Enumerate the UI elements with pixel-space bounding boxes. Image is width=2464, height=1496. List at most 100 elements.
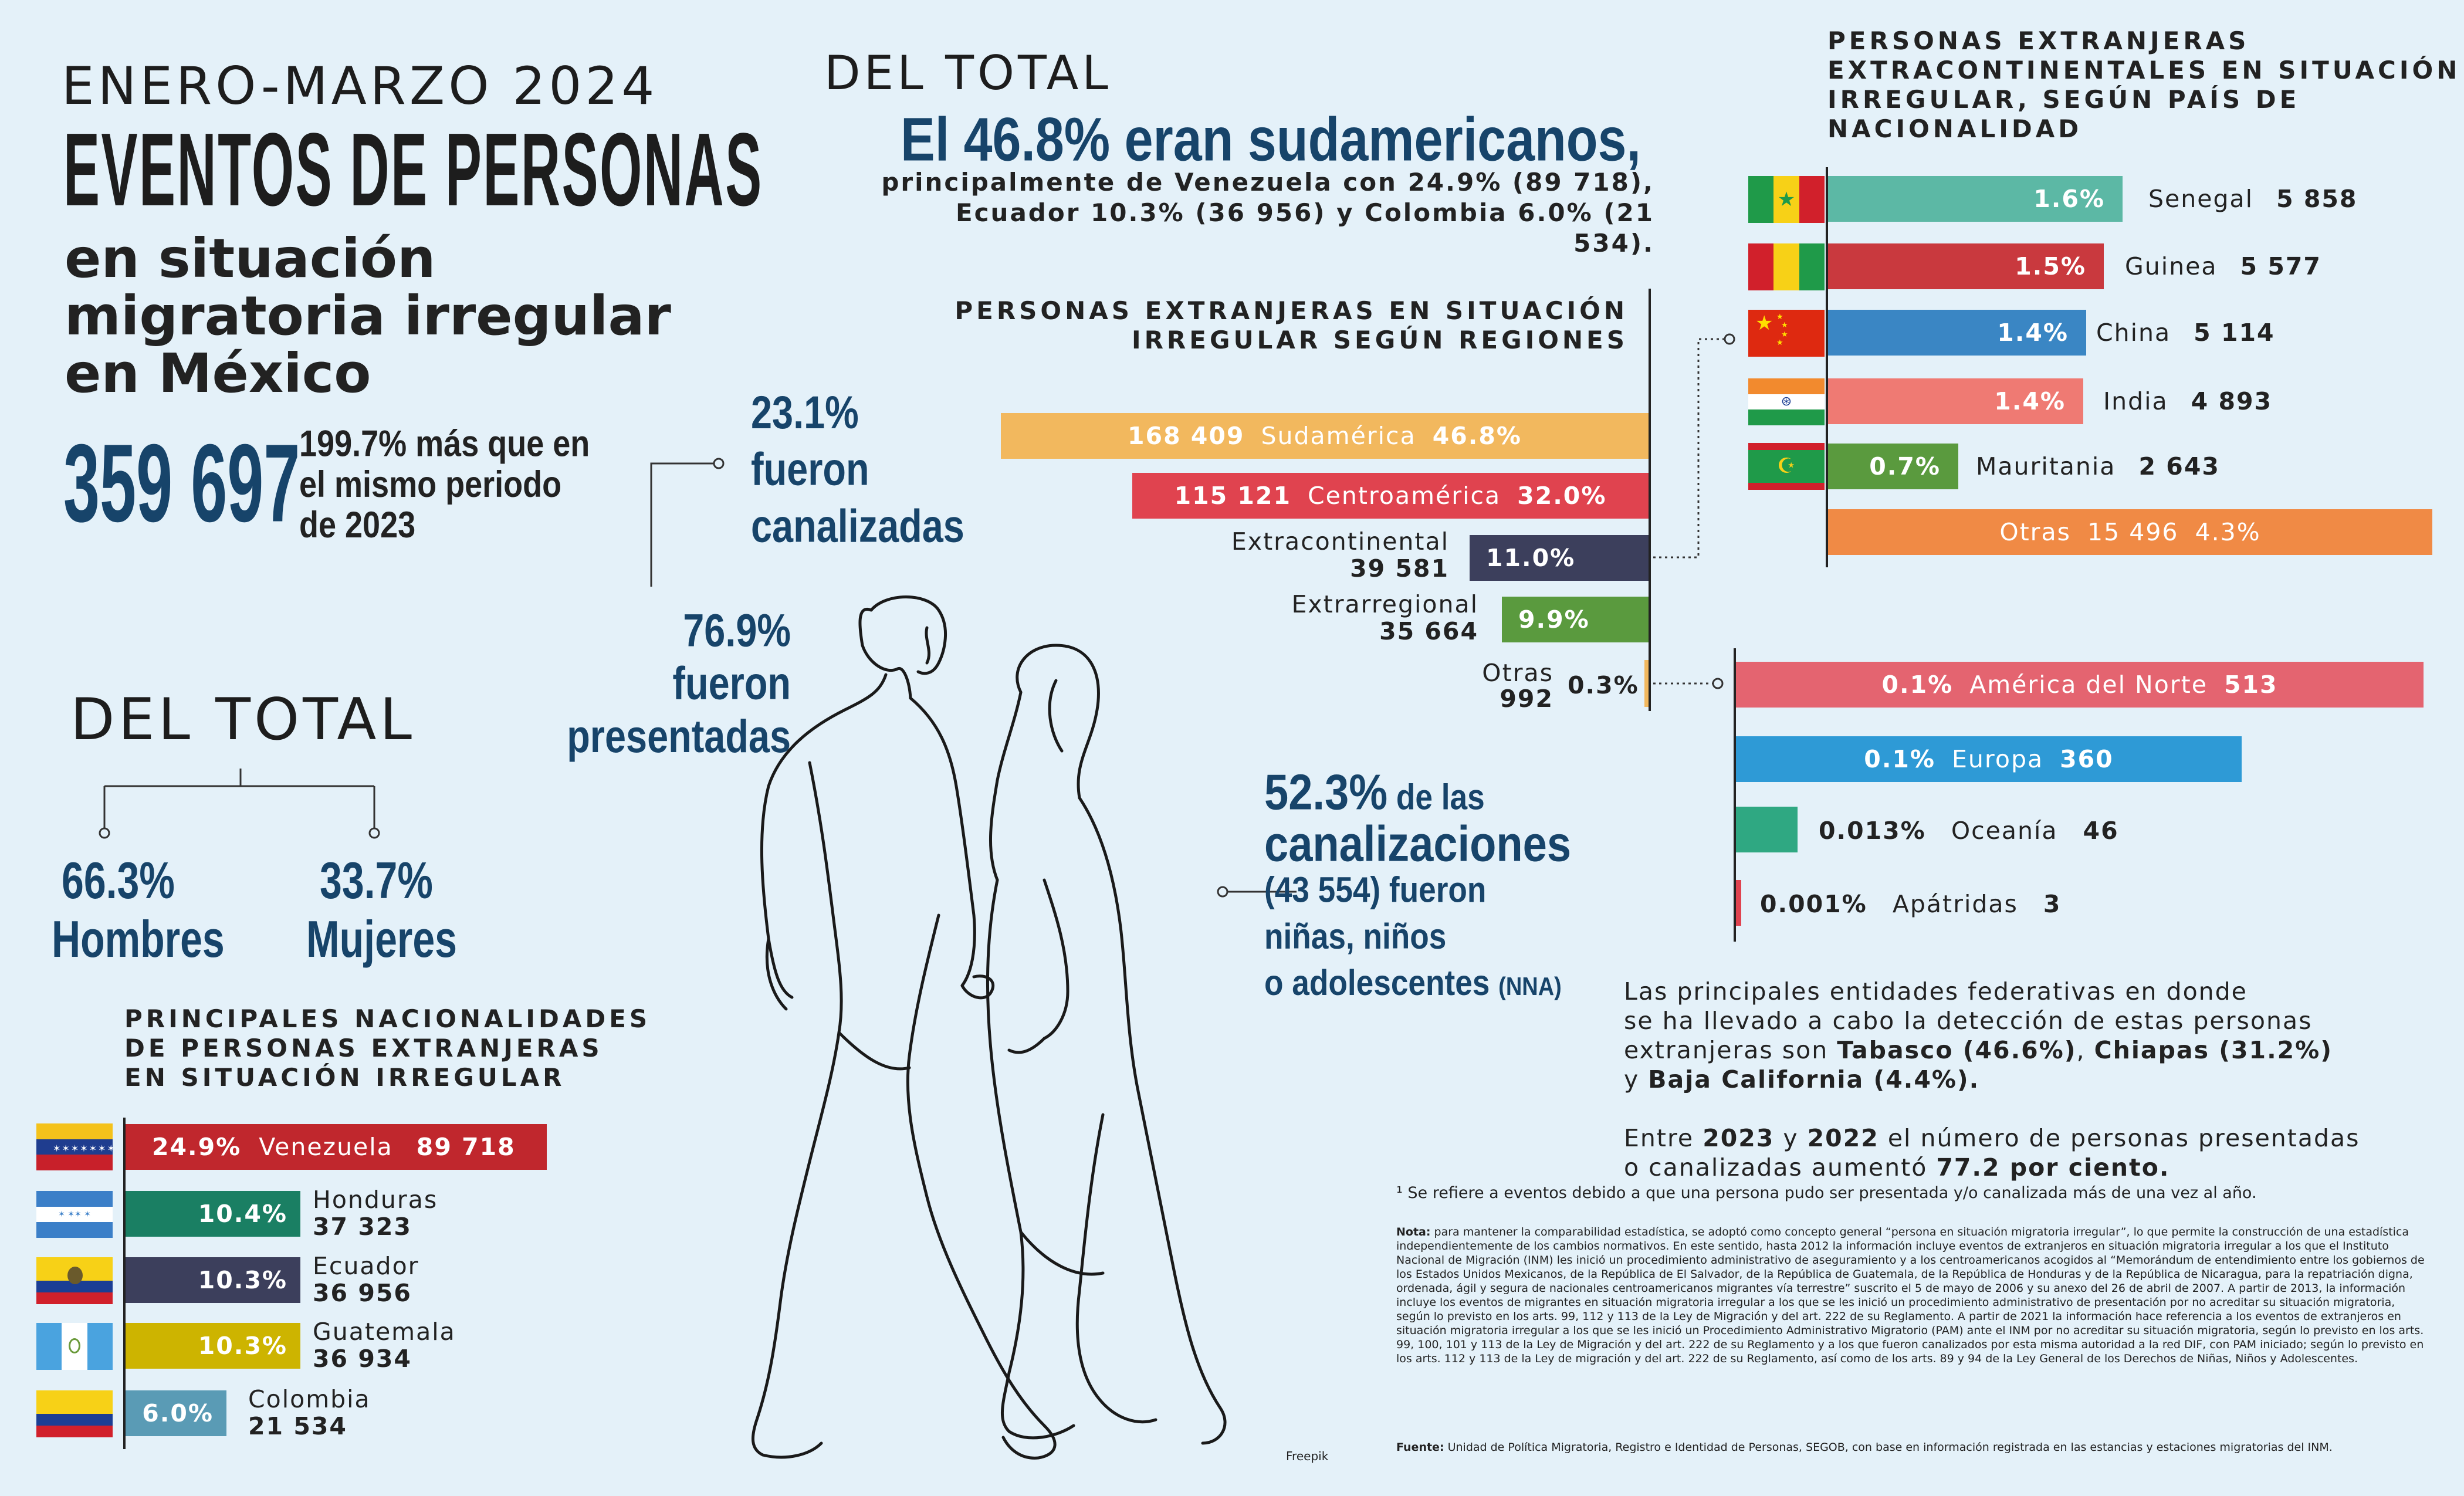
canalizadas-block: 23.1% fueron canalizadas xyxy=(751,384,964,554)
nationality-name: Honduras xyxy=(313,1186,438,1214)
nationality-bar-ecuador: 10.3% xyxy=(126,1257,300,1303)
nationality-pct: 6.0% xyxy=(142,1399,214,1427)
fuente-label: Fuente: xyxy=(1396,1441,1444,1454)
nota-label: Nota: xyxy=(1396,1226,1431,1238)
regions-heading-2: IRREGULAR SEGÚN REGIONES xyxy=(1131,326,1628,354)
others-pct: 0.1% xyxy=(1881,671,1954,699)
fuente-text: Unidad de Política Migratoria, Registro … xyxy=(1447,1441,2333,1454)
others-name: Oceanía xyxy=(1951,817,2058,845)
extracontinental-pct: 1.5% xyxy=(2015,252,2086,280)
nationality-value: 36 934 xyxy=(313,1345,412,1373)
summary-detail: principalmente de Venezuela con 24.9% (8… xyxy=(868,167,1654,259)
entity-chiapas: Chiapas (31.2%) xyxy=(2094,1036,2333,1064)
growth-line-1: 199.7% más que en xyxy=(299,422,590,465)
growth-year-2022: 2022 xyxy=(1807,1124,1879,1152)
region-bar-extrarregional: 9.9% xyxy=(1502,597,1649,642)
entity-baja-california: Baja California (4.4%) xyxy=(1648,1065,1969,1094)
extracontinental-label-guinea: Guinea 5 577 xyxy=(2125,252,2321,280)
canalizadas-line-1: fueron xyxy=(751,444,869,496)
region-pct: 11.0% xyxy=(1486,544,1576,572)
nationality-pct: 10.4% xyxy=(198,1200,287,1228)
nota-text: para mantener la comparabilidad estadíst… xyxy=(1396,1226,2425,1365)
nationality-name: Colombia xyxy=(248,1385,371,1413)
nationality-bar-guatemala: 10.3% xyxy=(126,1323,300,1369)
nationality-bar-honduras: 10.4% xyxy=(126,1191,300,1237)
entities-line-3-text: extranjeras son xyxy=(1624,1036,1837,1064)
summary-headline: El 46.8% eran sudamericanos, xyxy=(901,104,1641,174)
region-pct-otras: 0.3% xyxy=(1568,671,1639,699)
ecuador-flag xyxy=(36,1257,113,1304)
others-pct: 0.013% xyxy=(1819,817,1926,845)
total-events: 359 697 xyxy=(63,421,300,546)
extracontinental-label-mauritania: Mauritania 2 643 xyxy=(1976,452,2220,480)
nationalities-heading: PRINCIPALES NACIONALIDADES DE PERSONAS E… xyxy=(124,1004,651,1092)
others-name: Europa xyxy=(1952,745,2044,773)
entities-separator: , xyxy=(2076,1036,2094,1064)
extracontinental-axis xyxy=(1826,167,1828,567)
others-pct: 0.001% xyxy=(1760,890,1867,918)
presentadas-pct: 76.9% xyxy=(683,605,791,657)
growth-line-3: de 2023 xyxy=(299,504,416,546)
men-label: Hombres xyxy=(52,910,225,968)
extracontinental-pct: 1.6% xyxy=(2033,185,2105,213)
period-label: ENERO-MARZO 2024 xyxy=(62,56,658,116)
entities-line-1: Las principales entidades federativas en… xyxy=(1624,977,2248,1006)
venezuela-flag: ✶✶✶✶✶✶✶ xyxy=(36,1123,113,1170)
presentadas-line-1: fueron xyxy=(672,658,791,710)
region-bar-extracontinental: 11.0% xyxy=(1470,535,1649,581)
footnote: ¹ Se refiere a eventos debido a que una … xyxy=(1396,1184,2257,1202)
extracontinental-bar-china: 1.4% xyxy=(1828,310,2086,356)
regions-axis xyxy=(1649,289,1651,711)
region-bar-sudamerica: 168 409 Sudamérica 46.8% xyxy=(1001,413,1649,459)
others-name: Apátridas xyxy=(1892,890,2018,918)
region-label-extracontinental: Extracontinental 39 581 xyxy=(1156,528,1449,582)
summary-detail-1: principalmente de Venezuela con 24.9% (8… xyxy=(881,168,1654,197)
growth-paragraph: Entre 2023 y 2022 el número de personas … xyxy=(1624,1123,2360,1182)
nationality-value: 21 534 xyxy=(248,1412,347,1440)
region-bar-centroamerica: 115 121 Centroamérica 32.0% xyxy=(1132,473,1649,519)
extracontinental-name: Guinea xyxy=(2125,252,2218,280)
extracontinental-value: 2 643 xyxy=(2138,452,2220,480)
others-bar-oceania xyxy=(1736,807,1798,852)
extracontinental-name: Otras xyxy=(1999,518,2072,546)
nna-connector xyxy=(1217,886,1297,898)
region-label-otras: Otras 992 xyxy=(1408,660,1553,712)
others-bar-europa: 0.1% Europa 360 xyxy=(1736,736,2242,782)
nna-line-4: niñas, niños xyxy=(1264,915,1447,957)
others-label-oceania: 0.013% Oceanía 46 xyxy=(1819,817,2119,845)
region-value: 39 581 xyxy=(1350,554,1449,583)
nna-block: 52.3% de las canalizaciones (43 554) fue… xyxy=(1264,767,1571,1010)
region-value: 115 121 xyxy=(1174,482,1292,510)
source-note: Fuente: Unidad de Política Migratoria, R… xyxy=(1396,1440,2429,1454)
extracontinental-name: India xyxy=(2103,387,2168,415)
region-value: 35 664 xyxy=(1379,617,1478,645)
extracontinental-value: 4 893 xyxy=(2191,387,2273,415)
others-pct: 0.1% xyxy=(1864,745,1936,773)
growth-line-2-text: o canalizadas aumentó xyxy=(1624,1153,1937,1182)
entities-line-3: extranjeras son Tabasco (46.6%), Chiapas… xyxy=(1624,1035,2333,1065)
region-pct: 32.0% xyxy=(1517,482,1607,510)
extracontinental-pct: 0.7% xyxy=(1869,452,1941,480)
extracontinental-bar-mauritania: 0.7% xyxy=(1828,444,1958,489)
nationality-pct: 24.9% xyxy=(152,1133,242,1161)
summary-detail-2: Ecuador 10.3% (36 956) y Colombia 6.0% (… xyxy=(955,198,1654,258)
region-name: Sudamérica xyxy=(1261,422,1416,450)
growth-value: 77.2 por ciento xyxy=(1936,1153,2160,1182)
extracontinental-name: Mauritania xyxy=(1976,452,2116,480)
nationality-name: Ecuador xyxy=(313,1252,419,1280)
nna-line-1: 52.3% de las xyxy=(1264,767,1571,820)
entities-line-4-text: y xyxy=(1624,1065,1649,1094)
nationality-value: 37 323 xyxy=(313,1213,412,1241)
extracontinental-value: 5 114 xyxy=(2194,319,2275,347)
extracontinental-heading-4: NACIONALIDAD xyxy=(1827,114,2083,143)
presentadas-line-2: presentadas xyxy=(567,710,791,763)
extracontinental-heading: PERSONAS EXTRANJERAS EXTRACONTINENTALES … xyxy=(1827,26,2460,144)
nna-abbr: (NNA) xyxy=(1498,972,1562,1001)
entities-line-2: se ha llevado a cabo la detección de est… xyxy=(1624,1007,2313,1035)
others-name: América del Norte xyxy=(1969,671,2208,699)
nationality-label-ecuador: Ecuador 36 956 xyxy=(313,1253,419,1307)
region-name: Extracontinental xyxy=(1231,527,1449,556)
nationality-value: 89 718 xyxy=(416,1133,516,1161)
summary-title: DEL TOTAL xyxy=(824,46,1112,100)
nationality-bar-colombia: 6.0% xyxy=(126,1390,226,1436)
